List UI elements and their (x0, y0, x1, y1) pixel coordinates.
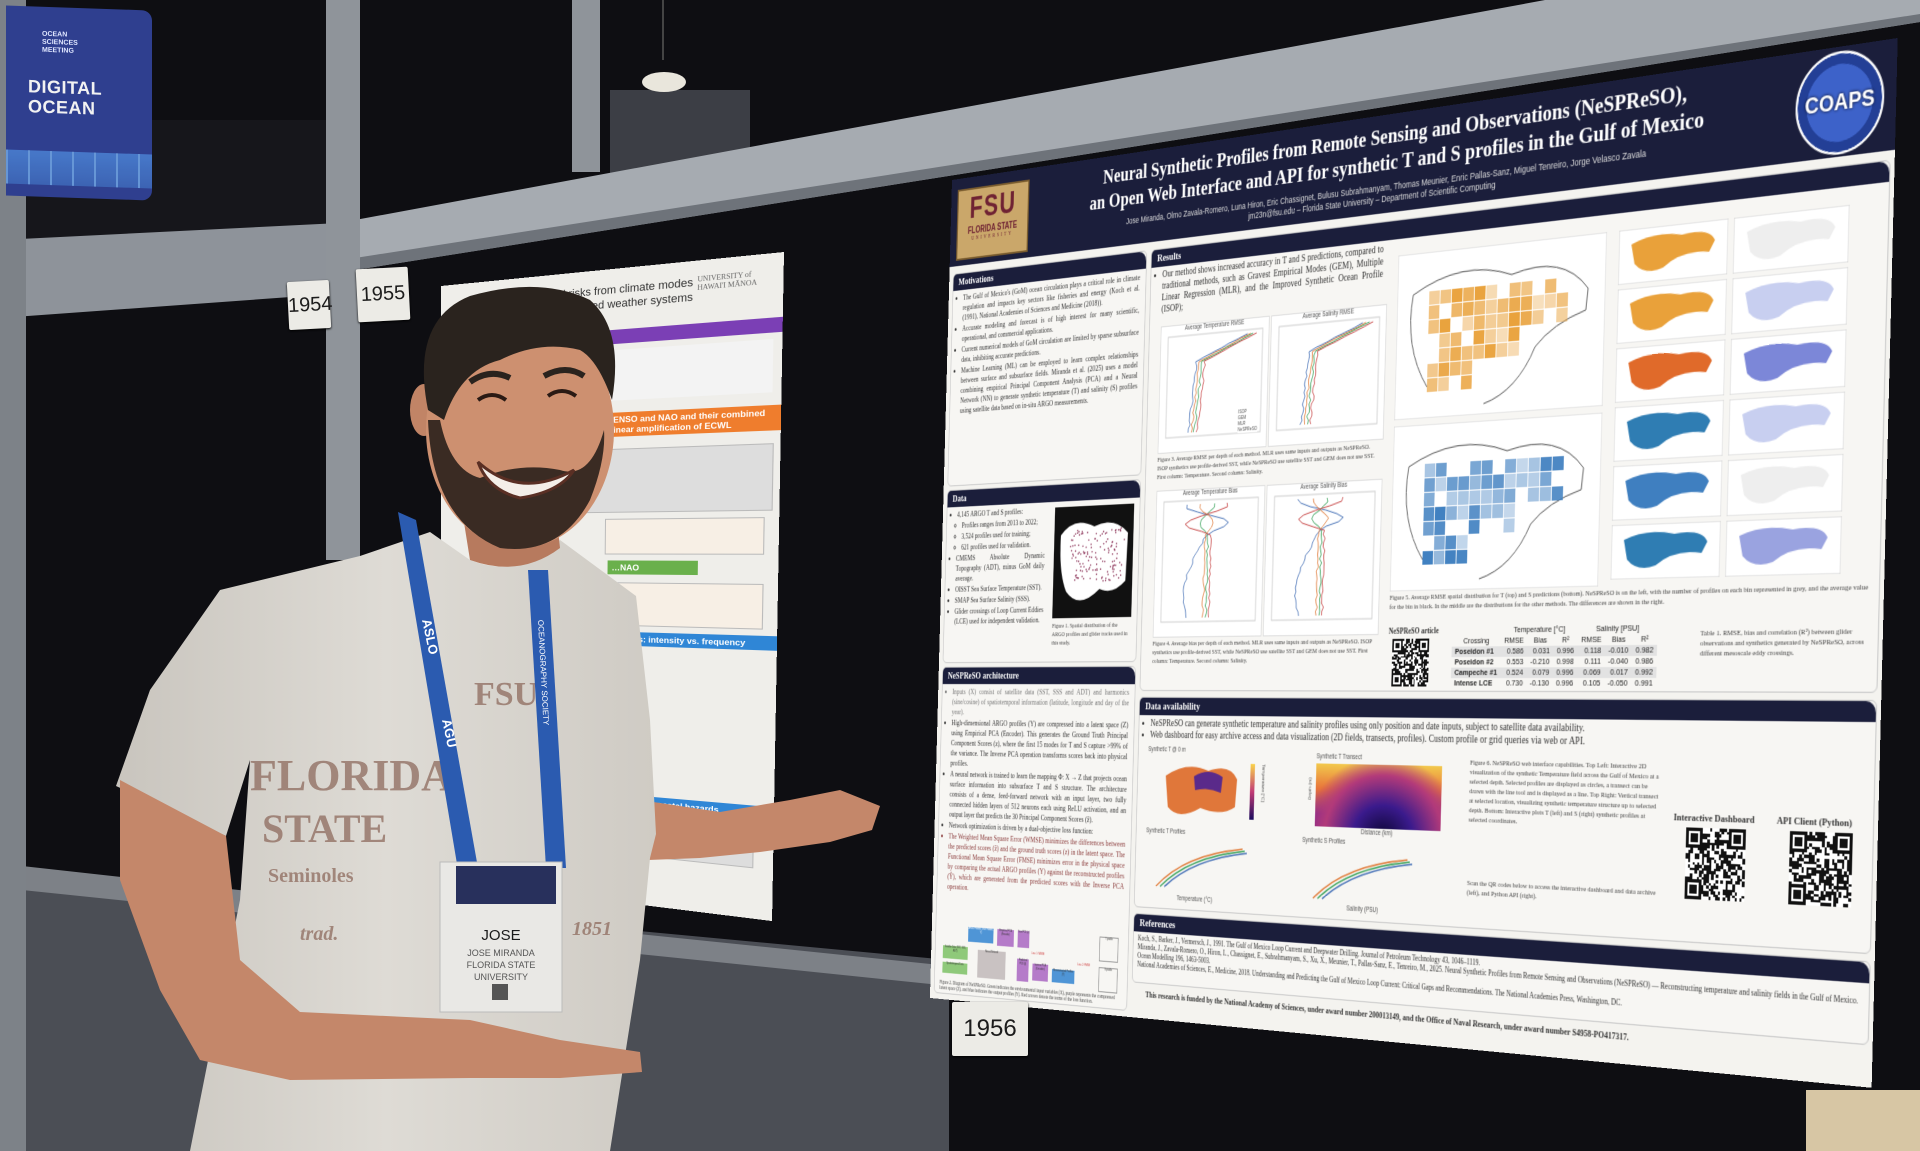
left-arm (120, 780, 642, 1080)
lanyard-text-aslo: ASLO (419, 618, 441, 656)
shirt-text-1851: 1851 (572, 918, 612, 940)
shirt-text-fsu: FSU (474, 676, 538, 713)
shirt-text-trad: trad. (300, 923, 338, 945)
badge-first-name: JOSE (481, 927, 520, 944)
badge-qr-code (492, 984, 508, 1000)
shirt-text-seminoles: Seminoles (268, 865, 354, 887)
shirt-text-state: STATE (262, 806, 387, 851)
ceiling-light (642, 0, 686, 92)
shirt-graphic: FSU FLORIDA STATE Seminoles trad. 1851 (250, 676, 612, 945)
badge-affiliation-line1: FLORIDA STATE (467, 960, 536, 970)
table-corner (1806, 1090, 1920, 1151)
eyebrows (468, 367, 586, 385)
name-badge: JOSE JOSE MIRANDA FLORIDA STATE UNIVERSI… (439, 861, 563, 1013)
section-data: Data 4,145 ARGO T and S profiles: Profil… (942, 479, 1142, 664)
nespreso-poster: FSU FLORIDA STATE UNIVERSITY Neural Synt… (929, 37, 1898, 1088)
frame-pole-middle (326, 0, 360, 560)
mouth (476, 460, 576, 500)
lanyard: ASLO AGU OCEANOGRAPHY SOCIETY (398, 512, 566, 870)
booth-number-1956: 1956 (952, 1002, 1028, 1056)
badge-full-name: JOSE MIRANDA (467, 948, 535, 958)
badge-affiliation-line2: UNIVERSITY (474, 972, 528, 982)
lanyard-text-agu: AGU (439, 718, 460, 749)
frame-rail-left (0, 222, 360, 318)
hair (423, 286, 616, 420)
right-arm (640, 790, 880, 860)
argo-profiles-map (1052, 503, 1135, 619)
shirt-text-florida: FLORIDA (250, 751, 453, 800)
frame-pole-back (572, 0, 600, 172)
eyes (476, 389, 578, 402)
